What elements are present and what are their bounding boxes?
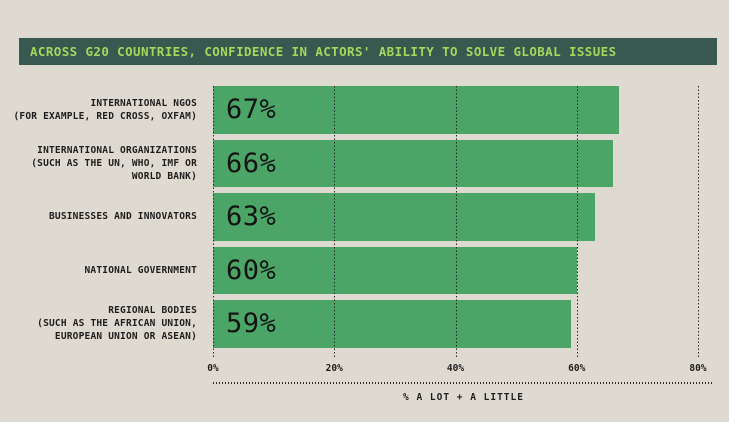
x-axis-tick-label: 40% xyxy=(446,363,465,374)
x-axis-line xyxy=(213,382,714,384)
bar-row: INTERNATIONAL NGOS (FOR EXAMPLE, RED CROS… xyxy=(0,86,729,134)
gridline xyxy=(455,86,457,358)
category-label: BUSINESSES AND INNOVATORS xyxy=(0,193,197,241)
category-label-line: INTERNATIONAL ORGANIZATIONS xyxy=(37,144,197,156)
bar: 60% xyxy=(213,246,577,294)
gridline xyxy=(213,86,214,358)
x-axis-tick-label: 0% xyxy=(207,363,219,374)
category-label: INTERNATIONAL NGOS (FOR EXAMPLE, RED CROS… xyxy=(0,86,197,134)
category-label: NATIONAL GOVERNMENT xyxy=(0,247,197,295)
bar: 66% xyxy=(213,139,614,187)
bar: 59% xyxy=(213,300,571,348)
x-axis-tick-label: 80% xyxy=(689,363,707,374)
category-label-line: BUSINESSES AND INNOVATORS xyxy=(49,211,197,223)
bar-row: BUSINESSES AND INNOVATORS 63% xyxy=(0,193,729,241)
gridline xyxy=(576,86,578,358)
x-axis-tick-label: 20% xyxy=(325,363,343,374)
chart-title: ACROSS G20 COUNTRIES, CONFIDENCE IN ACTO… xyxy=(30,44,617,59)
bar-value-label: 63% xyxy=(226,201,277,233)
category-label-line: (SUCH AS THE AFRICAN UNION, xyxy=(37,318,197,330)
category-label-line: WORLD BANK) xyxy=(131,170,197,182)
category-label-line: EUROPEAN UNION OR ASEAN) xyxy=(54,331,197,343)
gridline xyxy=(698,86,699,358)
category-label-line: (FOR EXAMPLE, RED CROSS, OXFAM) xyxy=(13,110,197,122)
bar-value-label: 60% xyxy=(226,254,277,286)
bar-value-label: 66% xyxy=(226,147,277,179)
category-label-line: INTERNATIONAL NGOS xyxy=(90,97,197,109)
x-axis-label: % A LOT + A LITTLE xyxy=(403,392,524,403)
bar-value-label: 59% xyxy=(226,308,277,340)
bar-row: INTERNATIONAL ORGANIZATIONS (SUCH AS THE … xyxy=(0,139,729,188)
category-label-line: (SUCH AS THE UN, WHO, IMF OR xyxy=(31,157,197,169)
bar: 67% xyxy=(213,86,620,134)
category-label-line: REGIONAL BODIES xyxy=(108,305,197,317)
bar-value-label: 67% xyxy=(226,94,277,126)
chart-title-bar: ACROSS G20 COUNTRIES, CONFIDENCE IN ACTO… xyxy=(19,38,717,65)
gridline xyxy=(334,86,336,358)
category-label: INTERNATIONAL ORGANIZATIONS (SUCH AS THE … xyxy=(0,140,197,188)
bar-row: REGIONAL BODIES (SUCH AS THE AFRICAN UNIO… xyxy=(0,300,729,348)
category-label: REGIONAL BODIES (SUCH AS THE AFRICAN UNIO… xyxy=(0,300,197,348)
x-axis-tick-label: 60% xyxy=(568,363,586,374)
bar-row: NATIONAL GOVERNMENT 60% xyxy=(0,246,729,295)
category-label-line: NATIONAL GOVERNMENT xyxy=(84,264,197,276)
bar: 63% xyxy=(213,193,595,241)
